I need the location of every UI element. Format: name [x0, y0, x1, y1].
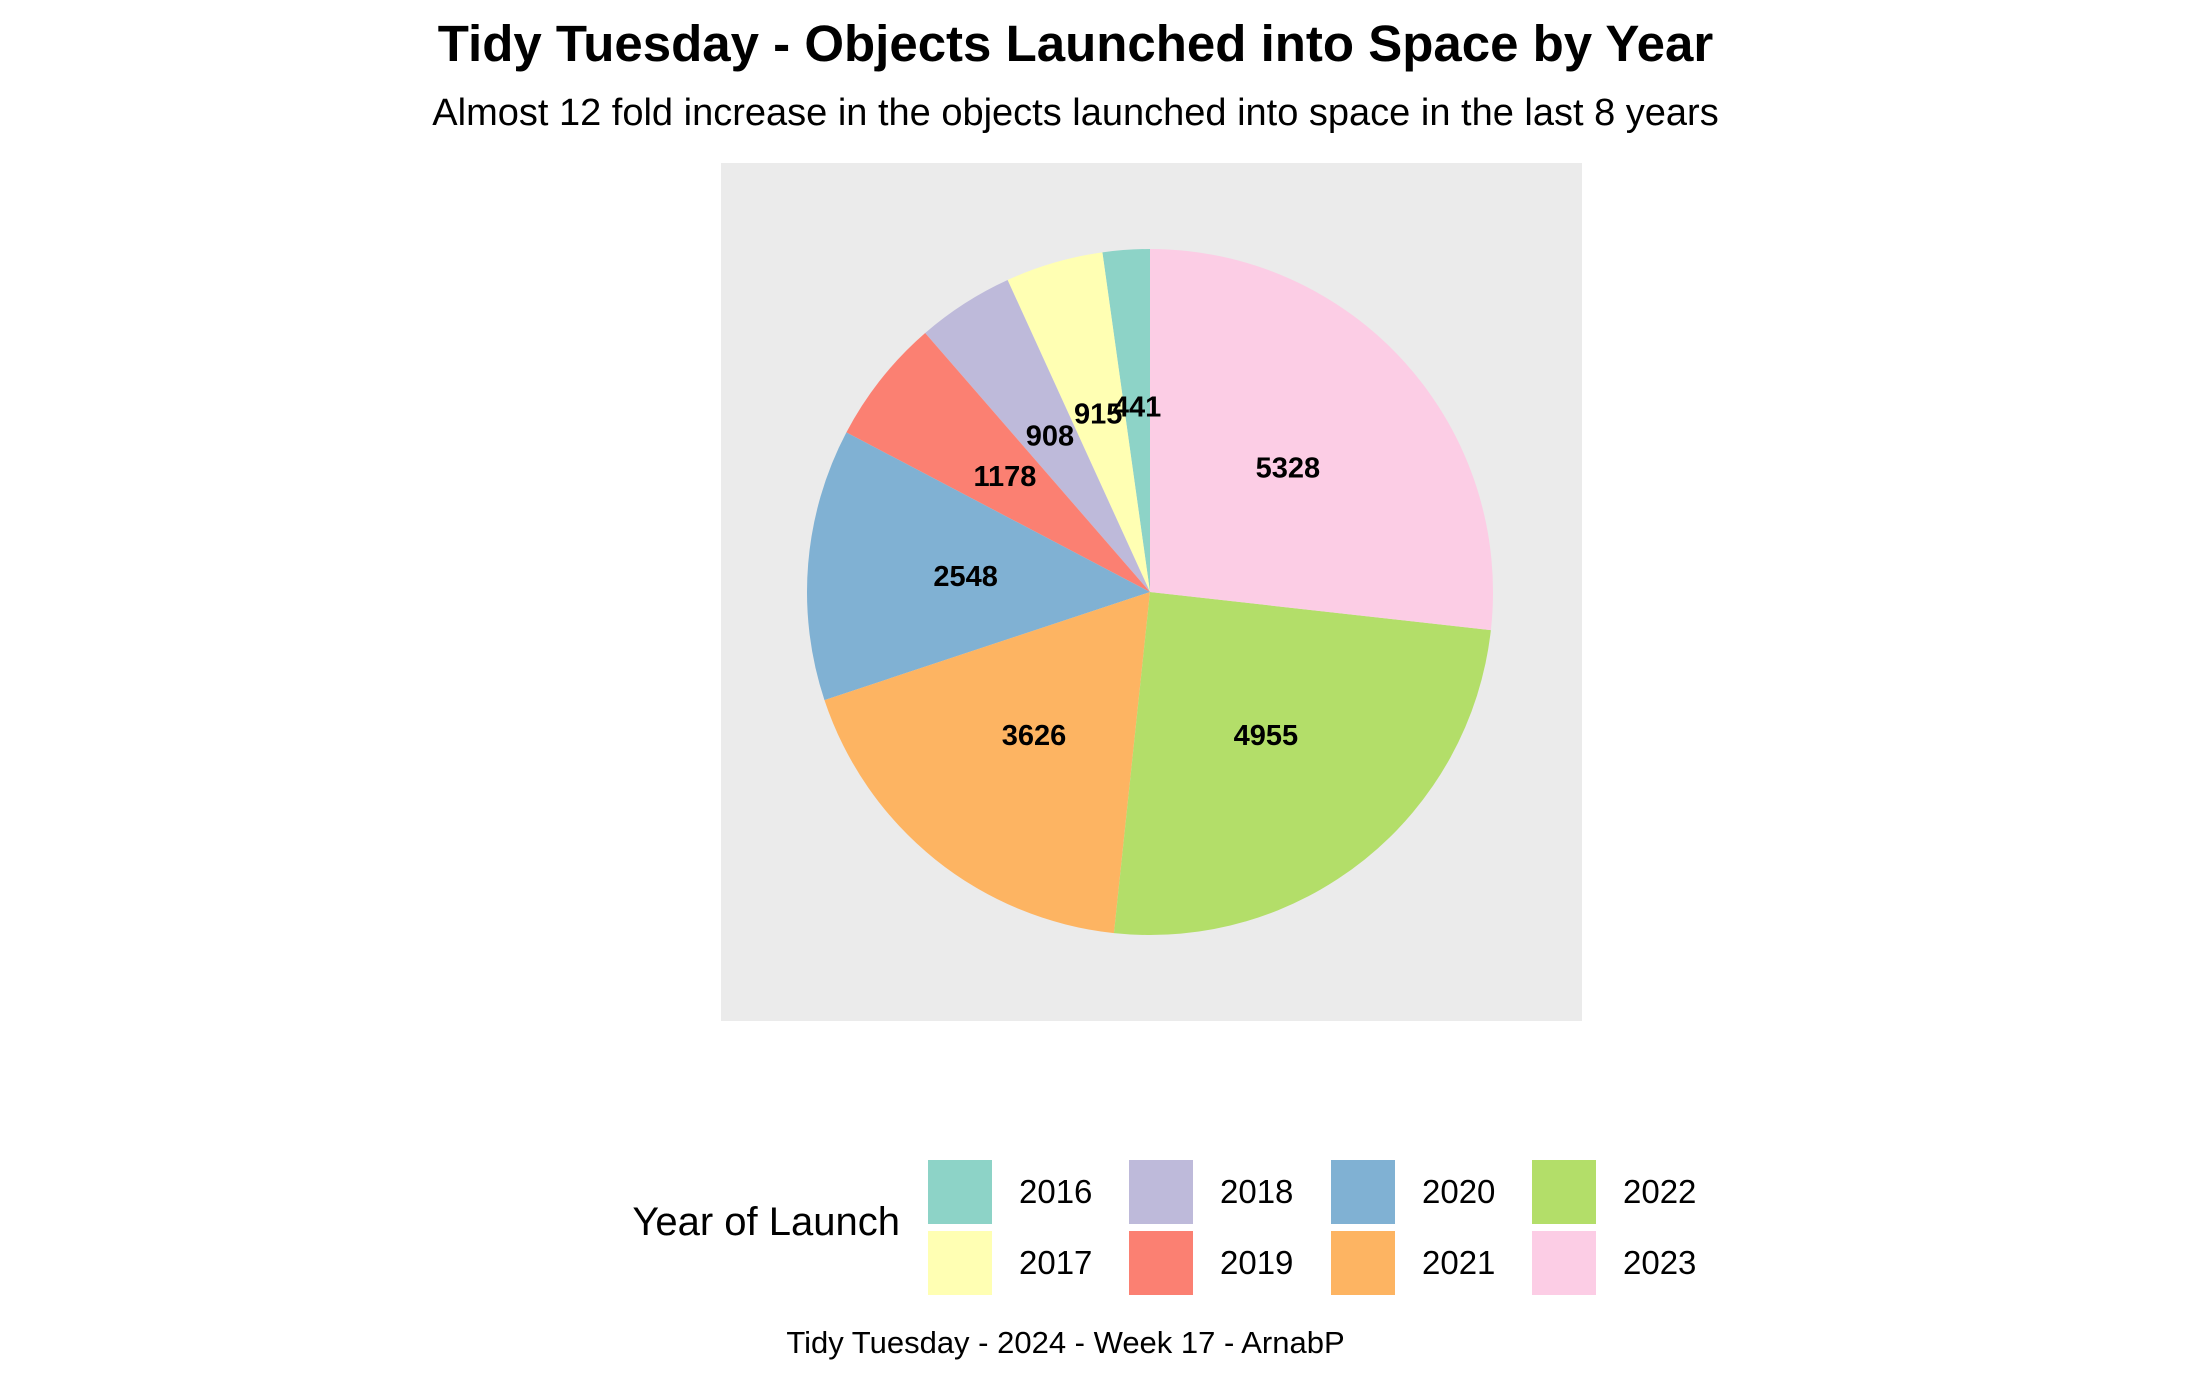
chart-title: Tidy Tuesday - Objects Launched into Spa… [437, 15, 1714, 72]
pie-slice-2019 [846, 332, 1150, 592]
pie-slice-2020 [806, 432, 1150, 701]
legend-label-2021: 2021 [1422, 1244, 1496, 1281]
legend-key-2020 [1329, 1158, 1397, 1226]
legend-label-2017: 2017 [1019, 1244, 1093, 1281]
legend-key-2019 [1127, 1229, 1195, 1297]
slice-label-2017: 915 [1074, 398, 1122, 430]
legend-key-2018 [1127, 1158, 1195, 1226]
legend-key-2023 [1530, 1229, 1598, 1297]
legend-label-2018: 2018 [1220, 1173, 1294, 1210]
chart-caption: Tidy Tuesday - 2024 - Week 17 - ArnabP [786, 1325, 1345, 1360]
legend-label-2023: 2023 [1623, 1244, 1697, 1281]
legend-label-2022: 2022 [1623, 1173, 1697, 1210]
legend-key-2022 [1530, 1158, 1598, 1226]
legend-key-2017 [926, 1229, 994, 1297]
pie-slice-2023 [1150, 249, 1494, 631]
pie-slice-2021 [824, 592, 1150, 934]
slice-label-2016: 441 [1113, 391, 1161, 423]
chart-subtitle: Almost 12 fold increase in the objects l… [432, 92, 1719, 134]
legend-key-2021 [1329, 1229, 1397, 1297]
slice-label-2019: 1178 [974, 461, 1037, 493]
pie-slice-2017 [1007, 252, 1150, 592]
slice-label-2023: 5328 [1256, 453, 1321, 485]
slice-label-2020: 2548 [933, 561, 998, 593]
legend-label-2016: 2016 [1019, 1173, 1093, 1210]
slice-label-2022: 4955 [1234, 720, 1299, 752]
legend-label-2020: 2020 [1422, 1173, 1496, 1210]
legend-key-2016 [926, 1158, 994, 1226]
slice-label-2018: 908 [1026, 420, 1074, 452]
pie-slices [806, 249, 1494, 935]
pie-slice-2018 [925, 279, 1150, 592]
pie-slice-2022 [1113, 592, 1491, 935]
legend-title: Year of Launch [632, 1200, 900, 1244]
slice-label-2021: 3626 [1002, 720, 1067, 752]
pie-slice-2016 [1102, 249, 1150, 592]
legend-label-2019: 2019 [1220, 1244, 1294, 1281]
